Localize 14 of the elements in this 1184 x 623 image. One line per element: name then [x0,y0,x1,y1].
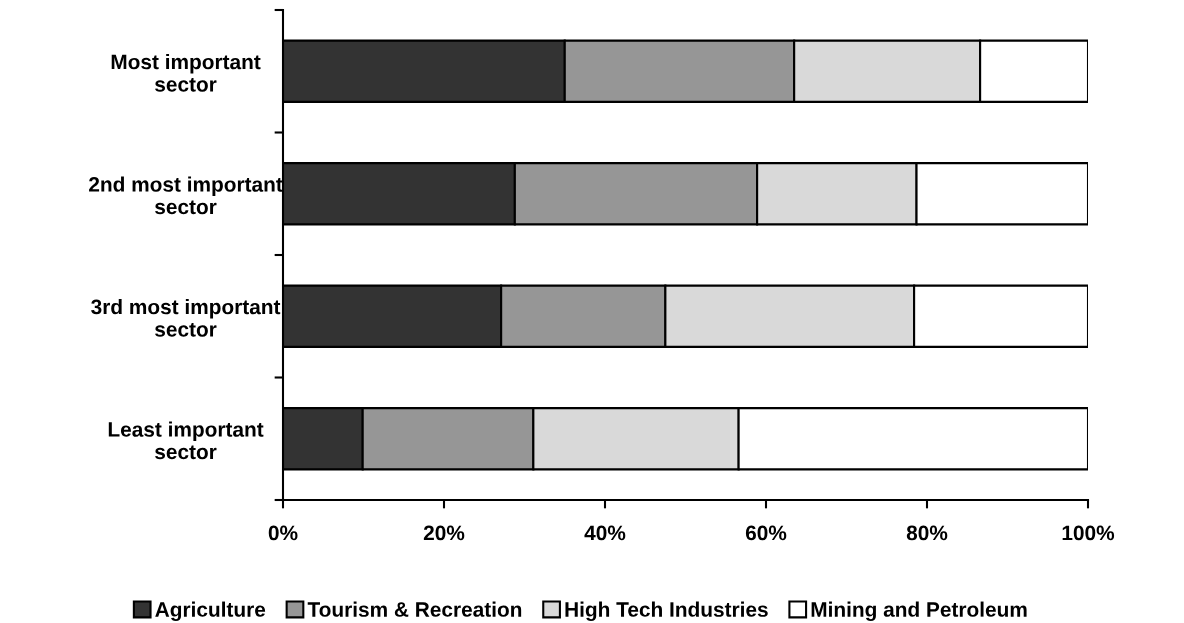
legend-label: Agriculture [155,601,266,622]
x-tick-label: 0% [268,525,298,541]
legend-label: High Tech Industries [565,601,768,622]
y-tick-label: Most important sector [111,53,261,92]
x-tick-label: 20% [423,525,465,541]
y-tick-label: Least important sector [108,421,264,460]
x-tick-label: 40% [584,525,626,541]
x-tick-label: 80% [906,525,948,541]
y-tick-label: 2nd most important sector [89,176,283,215]
x-tick-label: 60% [745,525,787,541]
legend-label: Mining and Petroleum [811,601,1027,622]
legend-label: Tourism & Recreation [307,601,522,617]
y-tick-label: 3rd most important sector [91,298,281,337]
x-tick-label: 100% [1062,525,1115,541]
